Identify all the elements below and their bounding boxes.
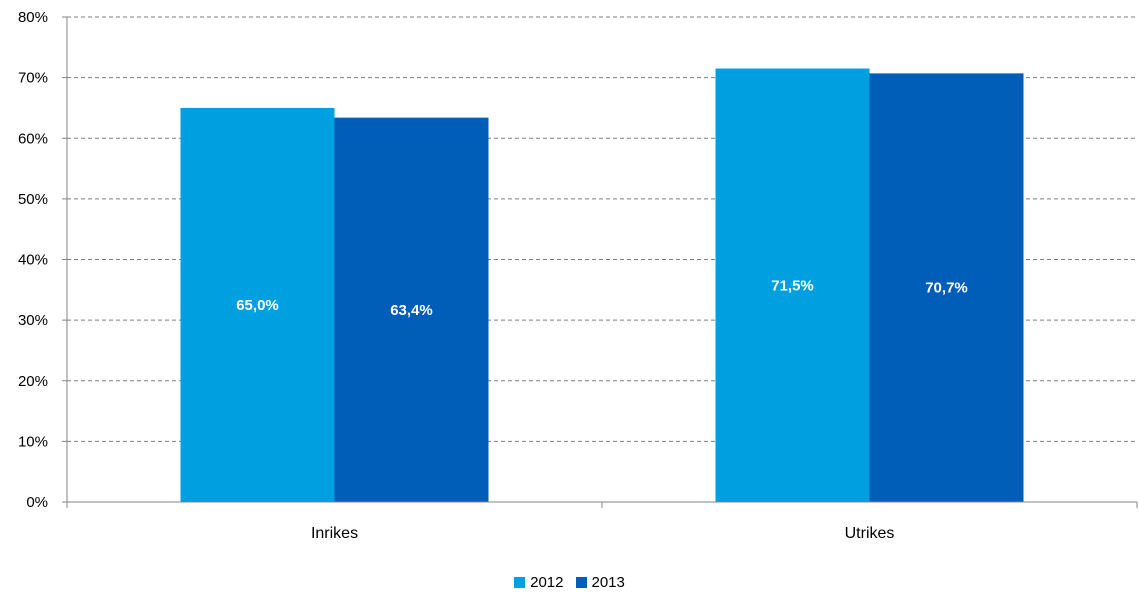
y-tick-label: 10% [18,433,48,450]
y-tick-label: 50% [18,191,48,208]
y-tick-label: 0% [26,494,48,511]
bar-chart-svg: 0% 10% 20% 30% 40% 50% 60% 70% 80% Inrikes Utrikes… [18,9,1138,542]
data-label: 65,0% [236,297,279,314]
legend: 2012 2013 [0,574,1139,591]
data-label: 71,5% [771,277,814,294]
legend-label-2012: 2012 [530,574,564,591]
data-label: 70,7% [925,280,968,297]
bar-inrikes-2012 [180,107,335,502]
legend-swatch-2012 [514,577,526,588]
y-tick-label: 40% [18,252,48,269]
labels: 65,0% 63,4% 71,5% 70,7% [236,277,968,319]
bar-utrikes-2012 [715,68,870,502]
y-tick-label: 60% [18,130,48,147]
y-tick-label: 80% [18,9,48,26]
y-tick-label: 20% [18,373,48,390]
legend-item-2012: 2012 [514,574,564,591]
x-tick-label: Utrikes [845,525,895,542]
axes: 0% 10% 20% 30% 40% 50% 60% 70% 80% Inrikes Utrikes [18,9,1138,542]
bars [180,68,1024,502]
bar-utrikes-2013 [869,73,1024,502]
y-tick-label: 70% [18,70,48,87]
data-label: 63,4% [390,302,433,319]
legend-label-2013: 2013 [591,574,625,591]
legend-item-2013: 2013 [575,574,625,591]
legend-swatch-2013 [575,577,587,588]
y-tick-label: 30% [18,312,48,329]
x-tick-label: Inrikes [311,525,358,542]
bar-inrikes-2013 [334,117,489,502]
